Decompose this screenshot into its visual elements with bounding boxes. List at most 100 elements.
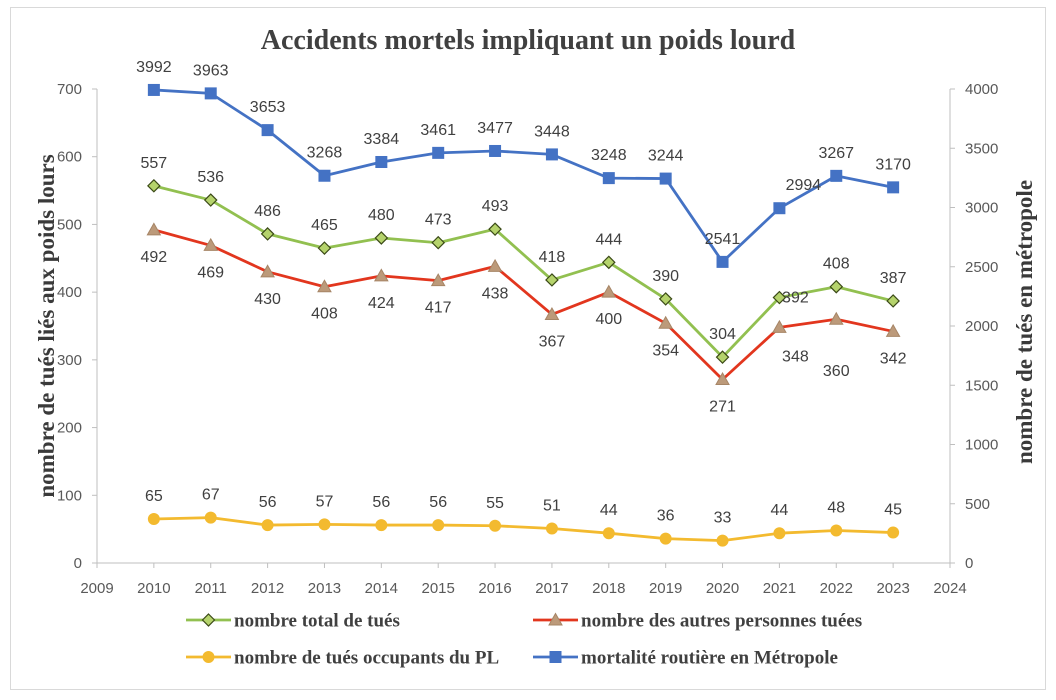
data-label-mortalite-metropole-2020: 2541 (705, 231, 741, 248)
point-total-tues-2013 (317, 241, 332, 255)
y-left-tick-label: 600 (57, 149, 82, 166)
legend-marker-diamond (201, 613, 216, 627)
legend-item-tues-occupants-pl: nombre de tués occupants du PL (186, 648, 499, 669)
point-mortalite-metropole-2010 (147, 83, 160, 96)
point-mortalite-metropole-2011 (204, 87, 217, 100)
point-tues-occupants-pl-2017 (545, 522, 558, 535)
data-label-tues-occupants-pl-2016: 55 (486, 495, 504, 512)
point-mortalite-metropole-2014 (375, 155, 388, 168)
point-autres-personnes-tuees-2014 (373, 268, 389, 282)
data-label-total-tues-2011: 536 (197, 169, 224, 186)
x-tick-label: 2023 (876, 580, 909, 597)
legend-item-total-tues: nombre total de tués (186, 611, 400, 632)
point-autres-personnes-tuees-2018 (601, 284, 617, 298)
y-right-axis-title: nombre de tués en métropole (1012, 180, 1037, 464)
y-left-tick-label: 200 (57, 420, 82, 437)
y-right-tick-label: 4000 (965, 81, 998, 98)
data-label-total-tues-2022: 408 (823, 256, 850, 273)
point-autres-personnes-tuees-2019 (658, 315, 674, 329)
data-label-mortalite-metropole-2016: 3477 (477, 120, 513, 137)
point-mortalite-metropole-2012 (261, 124, 274, 137)
data-label-autres-personnes-tuees-2022: 360 (823, 363, 850, 380)
point-tues-occupants-pl-2011 (204, 511, 217, 524)
data-label-total-tues-2018: 444 (595, 231, 622, 248)
point-total-tues-2018 (601, 255, 616, 270)
x-tick-label: 2015 (422, 580, 455, 597)
point-mortalite-metropole-2022 (830, 169, 843, 182)
data-label-mortalite-metropole-2017: 3448 (534, 123, 570, 140)
data-labels: 557 536 486 465 480 473 493 418 444 390 304 392 408 3… (136, 59, 911, 527)
point-total-tues-2014 (374, 231, 389, 245)
point-mortalite-metropole-2013 (318, 169, 331, 182)
data-label-total-tues-2016: 493 (482, 198, 509, 215)
point-autres-personnes-tuees-2023 (885, 323, 901, 337)
x-tick-label: 2022 (820, 580, 853, 597)
y-right-tick-label: 2000 (965, 318, 998, 335)
point-mortalite-metropole-2019 (659, 172, 672, 185)
x-tick-label: 2020 (706, 580, 739, 597)
x-tick-label: 2009 (80, 580, 113, 597)
point-tues-occupants-pl-2019 (659, 532, 672, 545)
point-autres-personnes-tuees-2017 (544, 306, 560, 320)
data-label-mortalite-metropole-2011: 3963 (193, 62, 229, 79)
point-mortalite-metropole-2015 (432, 146, 445, 159)
data-label-autres-personnes-tuees-2021: 348 (782, 348, 809, 365)
point-tues-occupants-pl-2021 (773, 527, 786, 540)
legend-marker-circle (202, 651, 215, 663)
point-total-tues-2017 (545, 273, 559, 287)
point-tues-occupants-pl-2016 (489, 519, 502, 532)
data-label-total-tues-2021: 392 (782, 290, 809, 307)
point-autres-personnes-tuees-2013 (317, 279, 332, 293)
point-total-tues-2022 (829, 279, 844, 294)
point-total-tues-2012 (260, 227, 275, 241)
data-label-autres-personnes-tuees-2016: 438 (482, 285, 509, 302)
point-autres-personnes-tuees-2016 (487, 258, 503, 272)
data-label-tues-occupants-pl-2017: 51 (543, 497, 561, 514)
legend-label: nombre total de tués (234, 611, 400, 632)
data-label-tues-occupants-pl-2019: 36 (657, 508, 675, 525)
point-tues-occupants-pl-2010 (147, 512, 160, 525)
point-tues-occupants-pl-2014 (375, 519, 388, 532)
data-label-tues-occupants-pl-2014: 56 (372, 494, 390, 511)
point-total-tues-2019 (658, 292, 673, 306)
data-label-autres-personnes-tuees-2013: 408 (311, 306, 338, 323)
point-total-tues-2023 (886, 294, 900, 308)
point-tues-occupants-pl-2015 (432, 519, 445, 532)
data-label-total-tues-2013: 465 (311, 217, 338, 234)
point-autres-personnes-tuees-2020 (715, 371, 730, 385)
y-left-tick-label: 400 (57, 284, 82, 301)
series-line-total-tues (152, 184, 895, 359)
data-label-total-tues-2010: 557 (141, 155, 168, 172)
data-label-total-tues-2023: 387 (880, 270, 907, 287)
data-label-tues-occupants-pl-2020: 33 (714, 510, 732, 527)
data-label-autres-personnes-tuees-2014: 424 (368, 295, 395, 312)
point-tues-occupants-pl-2022 (830, 524, 843, 537)
data-label-total-tues-2012: 486 (254, 203, 281, 220)
data-label-tues-occupants-pl-2018: 44 (600, 502, 618, 519)
point-mortalite-metropole-2020 (716, 255, 729, 268)
point-autres-personnes-tuees-2022 (828, 311, 844, 325)
data-label-mortalite-metropole-2022: 3267 (818, 145, 854, 162)
point-mortalite-metropole-2021 (773, 202, 786, 215)
point-total-tues-2010 (147, 178, 161, 193)
legend-marker-square (549, 651, 562, 663)
y-left-tick-label: 300 (57, 352, 82, 369)
point-tues-occupants-pl-2018 (602, 527, 615, 540)
y-left-axis-title: nombre de tués liés aux poids lours (34, 154, 59, 497)
data-label-tues-occupants-pl-2022: 48 (827, 499, 845, 516)
data-label-mortalite-metropole-2021: 2994 (786, 177, 822, 194)
data-label-mortalite-metropole-2010: 3992 (136, 59, 172, 76)
point-tues-occupants-pl-2020 (716, 534, 729, 547)
point-autres-personnes-tuees-2021 (772, 319, 787, 333)
data-label-mortalite-metropole-2013: 3268 (307, 145, 343, 162)
y-right-tick-label: 500 (965, 496, 990, 513)
point-mortalite-metropole-2023 (887, 181, 900, 194)
point-total-tues-2016 (488, 222, 502, 237)
data-label-autres-personnes-tuees-2017: 367 (539, 333, 566, 350)
legend-label: nombre de tués occupants du PL (234, 648, 499, 669)
x-tick-label: 2012 (251, 580, 284, 597)
point-total-tues-2015 (431, 235, 446, 250)
data-label-mortalite-metropole-2015: 3461 (420, 122, 456, 139)
y-right-tick-label: 1000 (965, 437, 998, 454)
